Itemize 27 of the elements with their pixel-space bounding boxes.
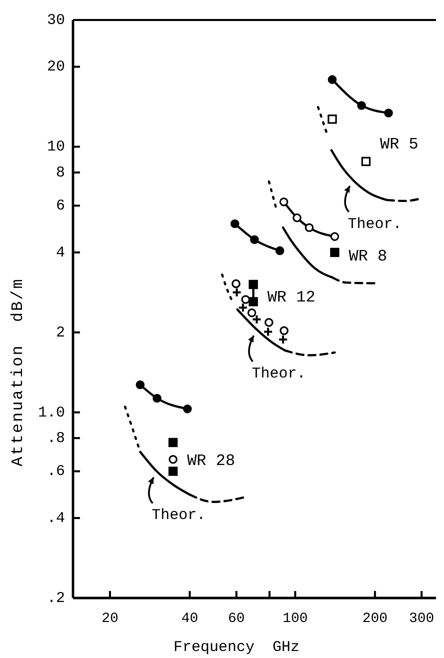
legend-label: Theor. (152, 507, 206, 524)
y-tick-label: .8 (46, 430, 65, 448)
y-tick-label: 30 (46, 12, 65, 29)
y-axis-title: Attenuation dB/m (9, 278, 27, 466)
y-tick-label: 6 (56, 198, 65, 215)
x-tick-label: 60 (228, 611, 245, 627)
y-tick-label: .6 (46, 463, 65, 480)
series-label: WR 12 (267, 288, 316, 306)
series-label: WR 5 (380, 136, 418, 154)
x-tick-label: 300 (408, 611, 434, 627)
y-tick-label: 8 (56, 164, 65, 182)
series-label: WR 28 (187, 452, 236, 470)
y-tick-label: 4 (56, 244, 65, 262)
x-tick-label: 200 (362, 611, 388, 627)
x-tick-label: 40 (181, 611, 198, 627)
y-tick-label: 10 (46, 138, 65, 156)
legend-label: Theor. (348, 216, 402, 233)
y-tick-label: .2 (46, 590, 65, 607)
y-tick-label: 20 (46, 58, 65, 76)
y-tick-label: 1.0 (38, 404, 65, 422)
legend-label: Theor. (252, 366, 306, 383)
x-axis-title: Frequency GHz (173, 639, 300, 656)
y-tick-label: 2 (56, 324, 65, 342)
y-tick-label: .4 (46, 510, 65, 528)
x-tick-label: 100 (282, 611, 308, 627)
x-tick-label: 20 (102, 611, 118, 627)
series-label: WR 8 (348, 248, 388, 266)
